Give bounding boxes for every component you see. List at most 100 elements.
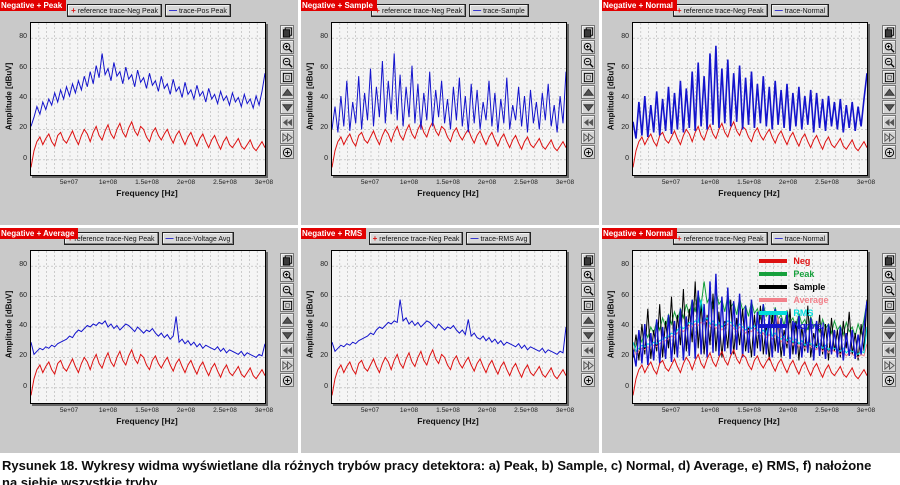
trace-legend-item: Peak (759, 267, 828, 280)
zoom-out-icon[interactable] (280, 283, 294, 297)
y-tick-label: 80 (320, 33, 328, 41)
x-axis-label: Frequency [Hz] (417, 188, 479, 198)
copy-icon[interactable] (280, 25, 294, 39)
fit-view-icon[interactable] (280, 298, 294, 312)
pan-left-icon[interactable] (882, 343, 896, 357)
pan-left-icon[interactable] (882, 115, 896, 129)
add-cursor-icon[interactable] (882, 373, 896, 387)
legend-button-trace[interactable]: — trace-Pos Peak (164, 4, 231, 17)
legend-row: + reference trace-Neg Peak — trace-RMS Avg (301, 232, 599, 245)
legend-button-reference-label: reference trace-Neg Peak (381, 8, 463, 15)
x-tick-label: 2e+08 (778, 407, 798, 414)
x-tick-label: 2e+08 (176, 179, 196, 186)
zoom-in-icon[interactable] (581, 40, 595, 54)
plot-area[interactable] (30, 22, 266, 176)
legend-button-reference-label: reference trace-Neg Peak (77, 8, 158, 15)
plot-area[interactable] (632, 22, 868, 176)
legend-button-reference[interactable]: +reference trace-Neg Peak (368, 232, 464, 245)
y-tick-label: 40 (19, 322, 27, 329)
x-tick-label: 1e+08 (700, 407, 720, 414)
pan-right-icon[interactable] (581, 130, 595, 144)
trace-legend-label: Neg (793, 255, 811, 266)
pan-left-icon[interactable] (581, 115, 595, 129)
pan-down-icon[interactable] (882, 328, 896, 342)
add-cursor-icon[interactable] (882, 145, 896, 159)
copy-icon[interactable] (581, 253, 595, 267)
pan-up-icon[interactable] (280, 85, 294, 99)
fit-view-icon[interactable] (581, 70, 595, 84)
x-tick-label: 1.5e+08 (135, 407, 159, 414)
add-cursor-icon[interactable] (581, 373, 595, 387)
zoom-in-icon[interactable] (280, 268, 294, 282)
zoom-in-icon[interactable] (581, 268, 595, 282)
legend-button-reference[interactable]: +reference trace-Neg Peak (672, 232, 768, 245)
zoom-in-icon[interactable] (882, 40, 896, 54)
fit-view-icon[interactable] (581, 298, 595, 312)
pan-right-icon[interactable] (581, 358, 595, 372)
x-tick-label: 2.5e+08 (514, 179, 538, 186)
copy-icon[interactable] (280, 253, 294, 267)
legend-button-trace[interactable]: — trace-RMS Avg (466, 232, 532, 245)
zoom-in-icon[interactable] (882, 268, 896, 282)
pan-right-icon[interactable] (280, 358, 294, 372)
plot-area[interactable]: Neg Peak Sample Average RMS Normal (632, 250, 868, 404)
pan-left-icon[interactable] (280, 343, 294, 357)
zoom-in-icon[interactable] (280, 40, 294, 54)
pan-down-icon[interactable] (581, 328, 595, 342)
pan-up-icon[interactable] (581, 85, 595, 99)
legend-button-trace[interactable]: — trace-Voltage Avg (161, 232, 235, 245)
legend-button-reference-label: reference trace-Neg Peak (683, 236, 764, 243)
pan-up-icon[interactable] (581, 313, 595, 327)
trace-legend-item: Normal (759, 319, 828, 332)
add-cursor-icon[interactable] (280, 373, 294, 387)
legend-row: + reference trace-Neg Peak — trace-Pos Pea… (0, 4, 298, 17)
legend-button-trace[interactable]: — trace-Sample (469, 4, 529, 17)
zoom-out-icon[interactable] (581, 55, 595, 69)
copy-icon[interactable] (882, 25, 896, 39)
zoom-out-icon[interactable] (581, 283, 595, 297)
legend-row: + reference trace-Neg Peak — trace-Sample (301, 4, 599, 17)
plot-area[interactable] (331, 22, 567, 176)
reference-trace-marker-icon: + (375, 6, 380, 15)
pan-down-icon[interactable] (280, 328, 294, 342)
plot-area[interactable] (30, 250, 266, 404)
pan-down-icon[interactable] (581, 100, 595, 114)
fit-view-icon[interactable] (280, 70, 294, 84)
trace-legend-item: Average (759, 293, 829, 306)
copy-icon[interactable] (581, 25, 595, 39)
pan-down-icon[interactable] (280, 100, 294, 114)
pan-right-icon[interactable] (882, 130, 896, 144)
legend-button-trace[interactable]: — trace-Normal (770, 232, 830, 245)
pan-left-icon[interactable] (280, 115, 294, 129)
legend-button-reference[interactable]: +reference trace-Neg Peak (67, 4, 162, 17)
pan-down-icon[interactable] (882, 100, 896, 114)
fit-view-icon[interactable] (882, 298, 896, 312)
window-title: Negative + Average (0, 228, 79, 239)
pan-right-icon[interactable] (280, 130, 294, 144)
add-cursor-icon[interactable] (280, 145, 294, 159)
plot-area[interactable] (331, 250, 567, 404)
add-cursor-icon[interactable] (581, 145, 595, 159)
x-tick-label: 5e+07 (661, 407, 681, 414)
zoom-out-icon[interactable] (280, 55, 294, 69)
y-tick-label: 0 (324, 154, 328, 162)
pan-right-icon[interactable] (882, 358, 896, 372)
trace-legend-item: Sample (759, 280, 828, 293)
legend-button-trace-label: trace-Normal (784, 8, 826, 15)
pan-up-icon[interactable] (882, 313, 896, 327)
pan-left-icon[interactable] (581, 343, 595, 357)
legend-button-trace[interactable]: — trace-Normal (770, 4, 830, 17)
legend-button-reference[interactable]: +reference trace-Neg Peak (672, 4, 768, 17)
legend-button-reference[interactable]: +reference trace-Neg Peak (371, 4, 467, 17)
x-tick-label: 3e+08 (254, 179, 274, 186)
copy-icon[interactable] (882, 253, 896, 267)
spectrum-plot (633, 23, 867, 175)
pan-up-icon[interactable] (280, 313, 294, 327)
fit-view-icon[interactable] (882, 70, 896, 84)
trace-legend: Neg Peak Sample Average RMS Normal (759, 254, 829, 332)
y-tick-label: 80 (19, 261, 27, 269)
zoom-out-icon[interactable] (882, 55, 896, 69)
zoom-out-icon[interactable] (882, 283, 896, 297)
pan-up-icon[interactable] (882, 85, 896, 99)
window-title: Negative + Sample (301, 0, 377, 11)
